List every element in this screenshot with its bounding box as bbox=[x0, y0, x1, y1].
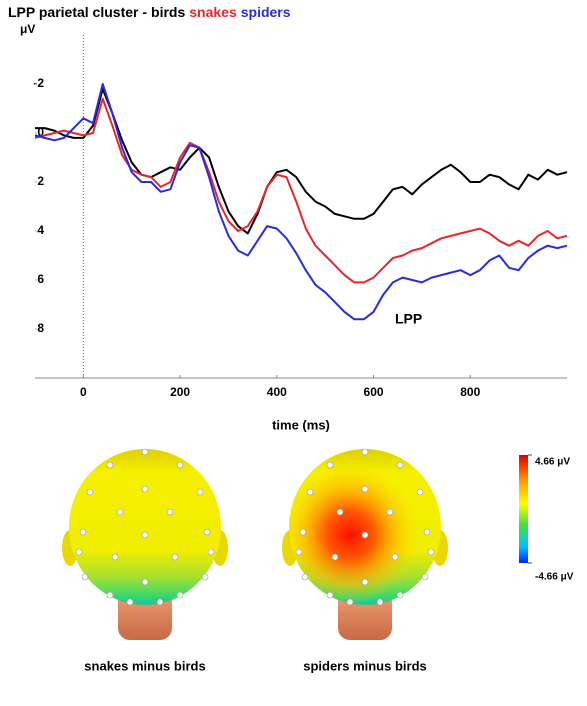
electrode bbox=[376, 598, 384, 606]
electrode bbox=[79, 528, 87, 536]
x-tick-label: 800 bbox=[460, 385, 480, 399]
legend-entry: spiders bbox=[241, 4, 291, 20]
y-axis-label: μV bbox=[20, 22, 35, 36]
electrode bbox=[196, 488, 204, 496]
electrode bbox=[306, 488, 314, 496]
electrode bbox=[207, 548, 215, 556]
electrode bbox=[171, 553, 179, 561]
electrode bbox=[361, 448, 369, 456]
legend-entry: snakes bbox=[189, 4, 237, 20]
electrode bbox=[423, 528, 431, 536]
electrode bbox=[106, 591, 114, 599]
y-tick-label: 6 bbox=[37, 272, 44, 286]
colorbar-label: -4.66 μV bbox=[535, 572, 574, 583]
series-line bbox=[35, 87, 568, 235]
electrode bbox=[201, 573, 209, 581]
head bbox=[69, 449, 221, 605]
topomap-label: spiders minus birds bbox=[303, 658, 427, 673]
electrode bbox=[75, 548, 83, 556]
x-tick-label: 400 bbox=[267, 385, 287, 399]
topomap-right bbox=[282, 449, 448, 640]
title-text: LPP parietal cluster - bbox=[8, 4, 147, 20]
electrode bbox=[336, 508, 344, 516]
electrode bbox=[361, 578, 369, 586]
electrode bbox=[126, 598, 134, 606]
electrode bbox=[141, 531, 149, 539]
electrode bbox=[141, 578, 149, 586]
electrode bbox=[301, 573, 309, 581]
electrode bbox=[326, 461, 334, 469]
topomap-label: snakes minus birds bbox=[84, 658, 205, 673]
electrode bbox=[156, 598, 164, 606]
electrode bbox=[295, 548, 303, 556]
electrode bbox=[396, 591, 404, 599]
electrode bbox=[86, 488, 94, 496]
annotation: LPP bbox=[395, 311, 422, 327]
electrode bbox=[106, 461, 114, 469]
x-tick-label: 0 bbox=[80, 385, 87, 399]
series-line bbox=[34, 97, 568, 284]
electrode bbox=[331, 553, 339, 561]
electrode bbox=[361, 531, 369, 539]
y-tick-label: 4 bbox=[37, 223, 44, 237]
electrode bbox=[141, 448, 149, 456]
electrode bbox=[203, 528, 211, 536]
electrode bbox=[176, 461, 184, 469]
y-tick-label: 8 bbox=[37, 321, 44, 335]
x-tick-label: 600 bbox=[364, 385, 384, 399]
head-hotspot bbox=[289, 449, 441, 605]
electrode bbox=[166, 508, 174, 516]
y-tick-label: 0 bbox=[37, 125, 44, 139]
electrode bbox=[81, 573, 89, 581]
electrode bbox=[141, 485, 149, 493]
y-tick-label: 2 bbox=[37, 174, 44, 188]
electrode bbox=[421, 573, 429, 581]
topomap-left bbox=[62, 449, 228, 640]
electrode bbox=[391, 553, 399, 561]
electrode bbox=[116, 508, 124, 516]
legend-entry: birds bbox=[151, 4, 185, 20]
electrode bbox=[361, 485, 369, 493]
x-tick-label: 200 bbox=[170, 385, 190, 399]
colorbar bbox=[519, 455, 528, 563]
electrode bbox=[326, 591, 334, 599]
electrode bbox=[396, 461, 404, 469]
electrodes bbox=[75, 448, 435, 606]
series-line bbox=[34, 83, 568, 321]
electrode bbox=[176, 591, 184, 599]
electrode bbox=[346, 598, 354, 606]
x-axis-label: time (ms) bbox=[272, 417, 330, 432]
electrode bbox=[386, 508, 394, 516]
electrode bbox=[299, 528, 307, 536]
electrode bbox=[427, 548, 435, 556]
colorbar-label: 4.66 μV bbox=[535, 457, 570, 468]
electrode bbox=[416, 488, 424, 496]
electrode bbox=[111, 553, 119, 561]
chart-title: LPP parietal cluster - birds snakes spiders bbox=[8, 4, 291, 20]
y-tick-label: -2 bbox=[33, 76, 44, 90]
